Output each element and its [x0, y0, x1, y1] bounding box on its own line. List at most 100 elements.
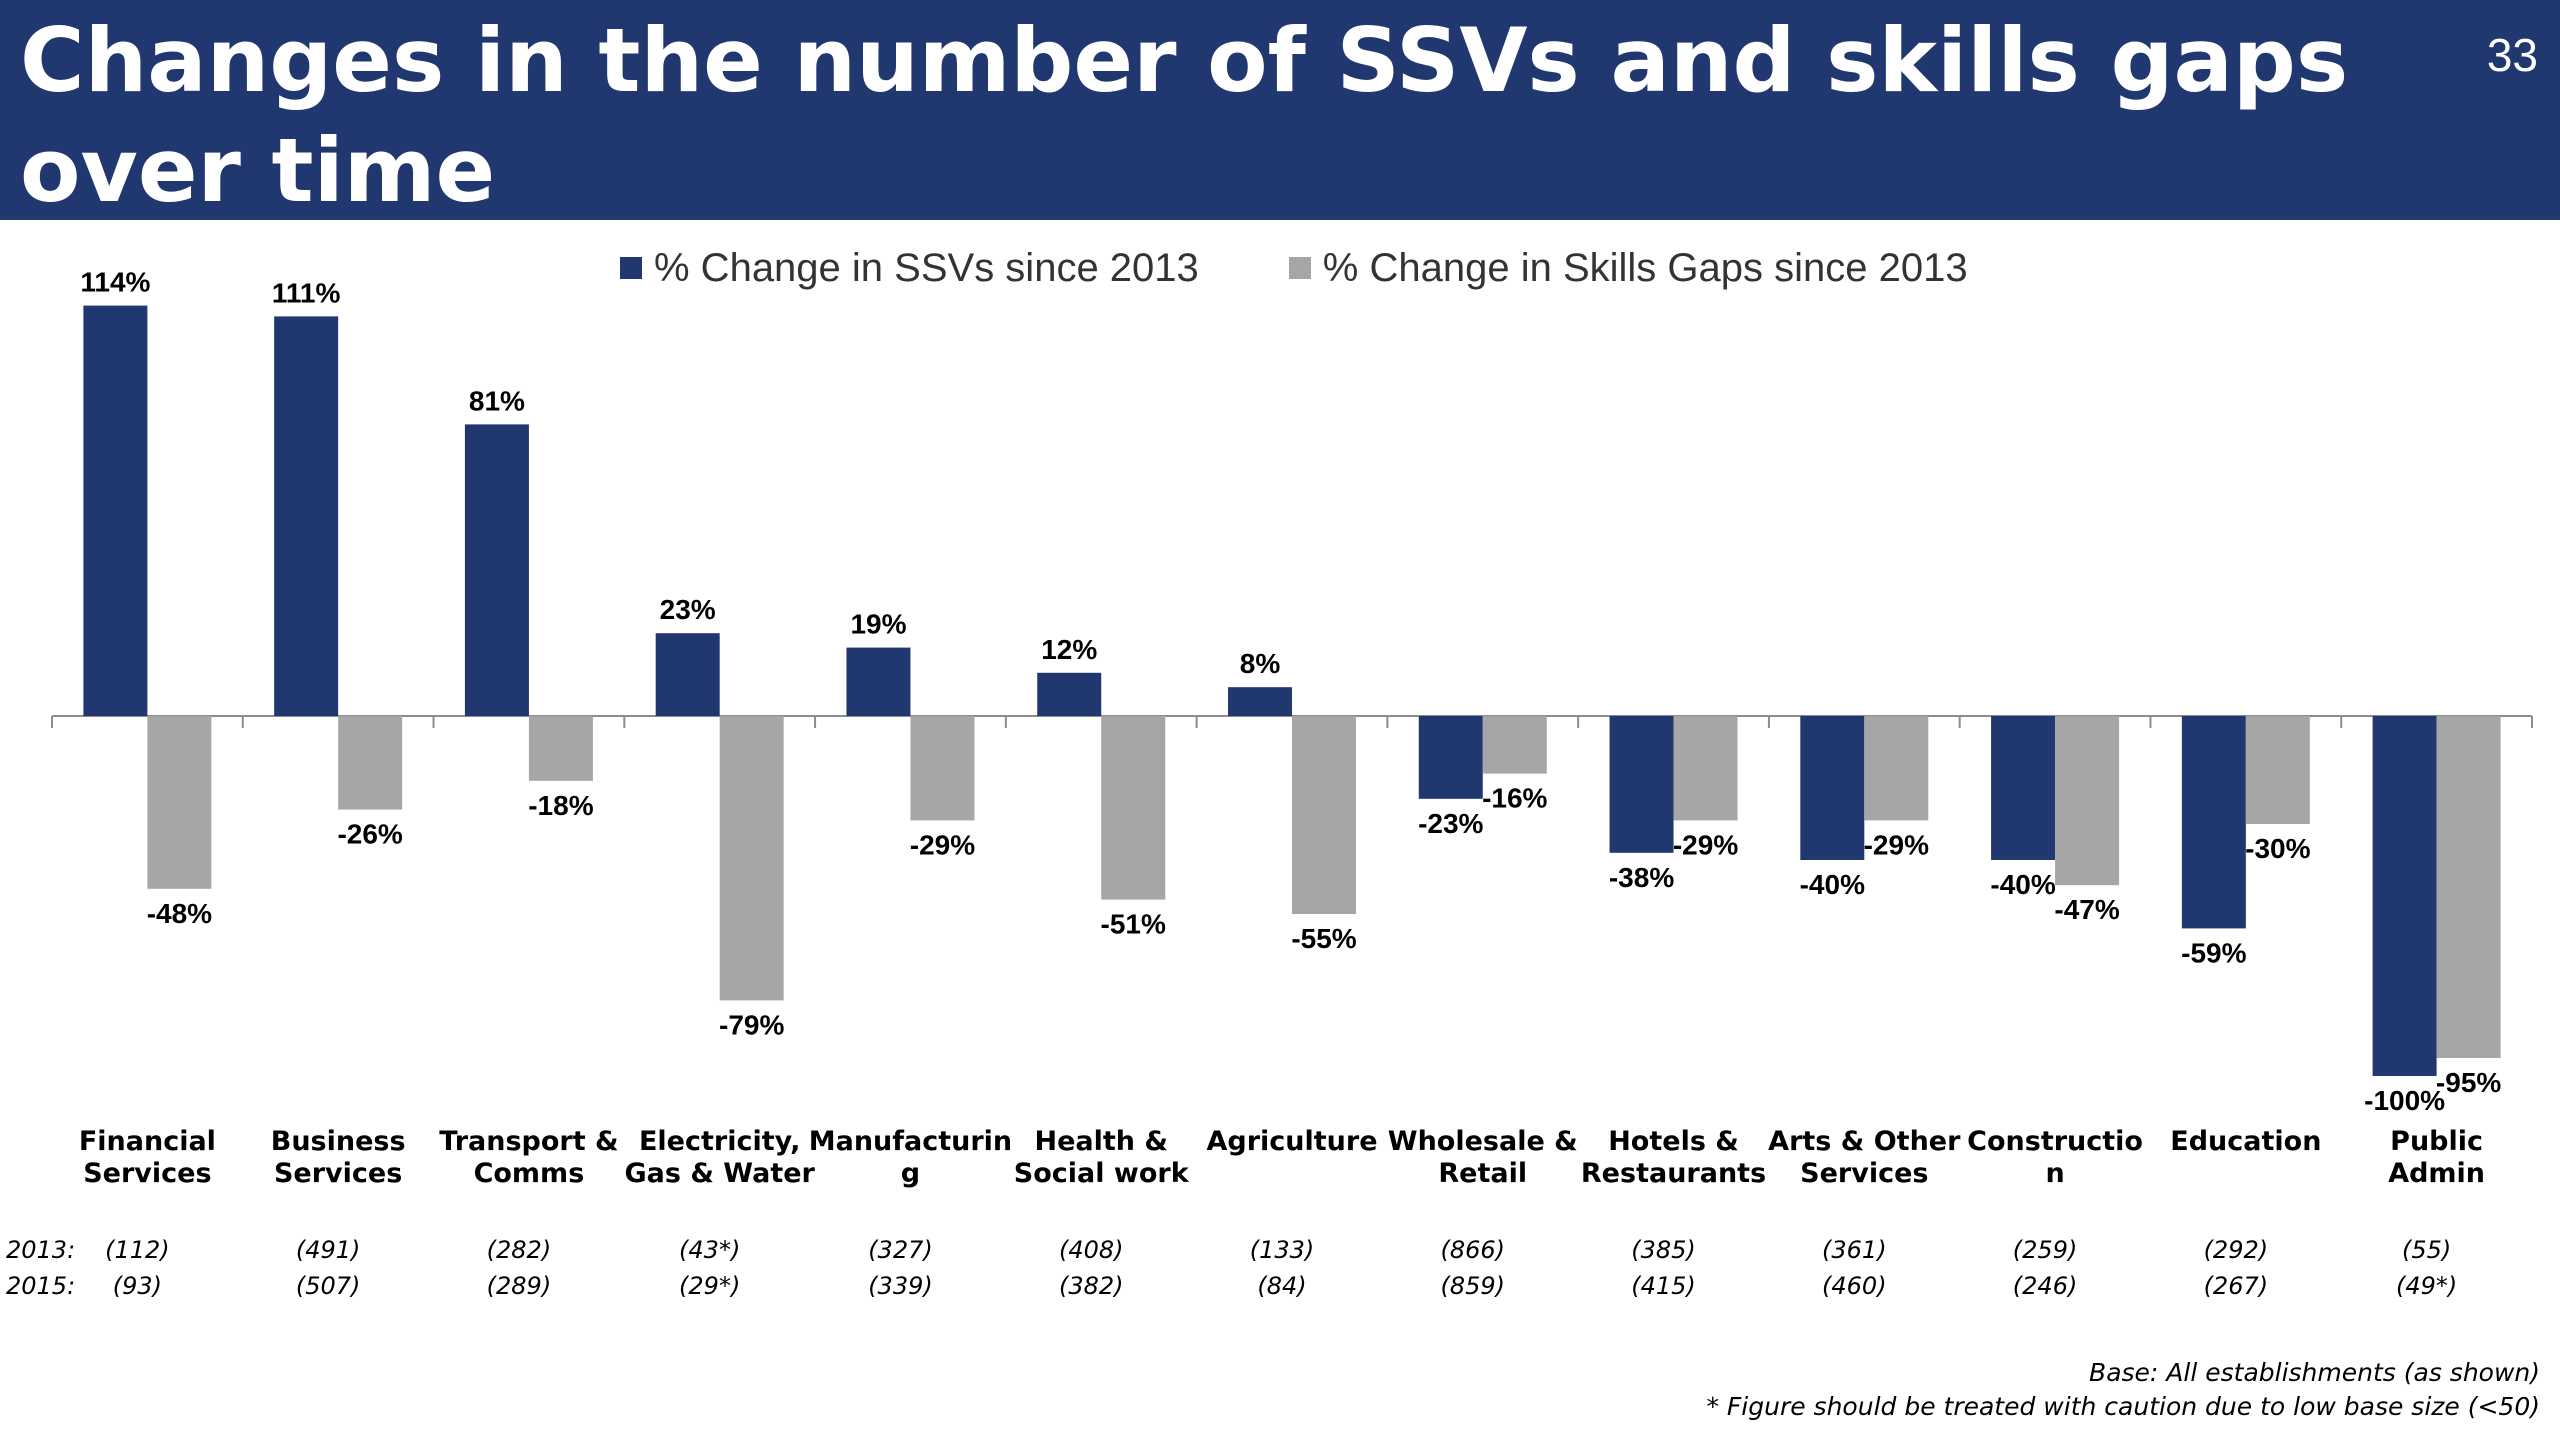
bar-skills-gap	[1101, 716, 1166, 900]
bar-ssv	[1609, 716, 1674, 853]
data-label-skills-gap: -55%	[1291, 923, 1356, 954]
title-bar: Changes in the number of SSVs and skills…	[0, 0, 2560, 222]
base-size-value: (43*)	[679, 1236, 740, 1264]
data-label-skills-gap: -47%	[2054, 894, 2119, 925]
bar-ssv	[1991, 716, 2056, 860]
page-title: Changes in the number of SSVs and skills…	[20, 9, 2349, 222]
category-label: Social work	[1014, 1158, 1190, 1189]
category-label: g	[901, 1158, 920, 1189]
base-size-value: (93)	[113, 1272, 162, 1300]
bar-skills-gap	[2436, 716, 2501, 1058]
category-label: Public	[2390, 1126, 2483, 1157]
category-label: Arts & Other	[1768, 1126, 1961, 1157]
bar-skills-gap	[147, 716, 212, 889]
base-size-value: (246)	[2013, 1272, 2078, 1300]
base-size-row-label: 2013:	[6, 1236, 75, 1264]
legend-item-skills-gaps: % Change in Skills Gaps since 2013	[1288, 246, 1968, 291]
bar-skills-gap	[910, 716, 975, 821]
bar-ssv	[1800, 716, 1865, 860]
base-size-value: (339)	[868, 1272, 933, 1300]
category-label: Transport &	[439, 1126, 618, 1157]
slide-number: 33	[2486, 29, 2538, 81]
category-label: Hotels &	[1608, 1126, 1739, 1157]
base-size-value: (460)	[1822, 1272, 1887, 1300]
category-label: Comms	[474, 1158, 585, 1189]
data-label-ssv: 19%	[850, 609, 906, 640]
category-label: Services	[83, 1158, 211, 1189]
data-label-ssv: -40%	[1990, 869, 2055, 900]
bar-ssv	[83, 305, 148, 716]
base-size-value: (859)	[1440, 1272, 1505, 1300]
bar-ssv	[1228, 687, 1292, 716]
bar-ssv	[274, 316, 339, 716]
bar-skills-gap	[2055, 716, 2120, 886]
category-label: Wholesale &	[1388, 1126, 1578, 1157]
base-size-value: (491)	[296, 1236, 361, 1264]
category-label: Health &	[1034, 1126, 1167, 1157]
data-label-ssv: -40%	[1800, 869, 1865, 900]
bar-skills-gap	[338, 716, 403, 810]
bar-skills-gap	[528, 716, 593, 781]
category-label: Retail	[1438, 1158, 1527, 1189]
data-label-ssv: 12%	[1041, 634, 1097, 665]
legend-swatch-ssv	[620, 257, 642, 279]
base-size-value: (84)	[1257, 1272, 1306, 1300]
bar-skills-gap	[719, 716, 784, 1001]
data-label-skills-gap: -79%	[719, 1009, 784, 1040]
data-label-ssv: 114%	[80, 267, 150, 298]
base-size-value: (49*)	[2396, 1272, 2457, 1300]
chart-legend: % Change in SSVs since 2013 % Change in …	[620, 240, 1968, 296]
base-size-value: (133)	[1250, 1236, 1315, 1264]
bar-ssv	[1037, 672, 1102, 716]
data-label-ssv: -59%	[2181, 937, 2246, 968]
base-size-row-label: 2015:	[6, 1272, 75, 1300]
bar-ssv	[655, 633, 720, 716]
category-label: Services	[1800, 1158, 1928, 1189]
category-label: Constructio	[1967, 1126, 2143, 1157]
data-label-skills-gap: -29%	[910, 829, 975, 860]
base-size-value: (259)	[2013, 1236, 2078, 1264]
base-size-value: (385)	[1631, 1236, 1696, 1264]
data-label-ssv: 81%	[469, 385, 525, 416]
data-label-skills-gap: -16%	[1482, 783, 1547, 814]
data-label-skills-gap: -51%	[1101, 909, 1166, 940]
category-label: Financial	[79, 1126, 216, 1157]
base-size-value: (112)	[105, 1236, 170, 1264]
base-size-value: (382)	[1059, 1272, 1124, 1300]
bar-skills-gap	[1864, 716, 1929, 821]
category-label: Restaurants	[1581, 1158, 1766, 1189]
data-label-skills-gap: -48%	[147, 898, 212, 929]
data-label-skills-gap: -26%	[337, 819, 402, 850]
bar-ssv	[2181, 716, 2246, 929]
bar-skills-gap	[1292, 716, 1356, 914]
category-label: Education	[2170, 1126, 2321, 1157]
footnote-base: Base: All establishments (as shown)	[2089, 1358, 2540, 1387]
bar-ssv	[2372, 716, 2437, 1076]
data-label-skills-gap: -29%	[1673, 829, 1738, 860]
bar-skills-gap	[1673, 716, 1738, 821]
data-label-skills-gap: -30%	[2245, 833, 2310, 864]
data-label-ssv: 111%	[272, 277, 341, 308]
bar-ssv	[1418, 716, 1483, 799]
base-size-value: (507)	[296, 1272, 361, 1300]
base-size-value: (289)	[487, 1272, 552, 1300]
base-size-value: (55)	[2402, 1236, 2451, 1264]
data-label-ssv: -38%	[1609, 862, 1674, 893]
category-label: Business	[271, 1126, 406, 1157]
data-label-ssv: 23%	[660, 594, 716, 625]
category-label: n	[2045, 1158, 2064, 1189]
legend-label-ssv: % Change in SSVs since 2013	[654, 245, 1199, 290]
category-label: Services	[274, 1158, 402, 1189]
category-label: Electricity,	[639, 1126, 800, 1157]
data-label-skills-gap: -18%	[528, 790, 593, 821]
base-size-value: (292)	[2204, 1236, 2269, 1264]
base-size-value: (282)	[487, 1236, 552, 1264]
bar-skills-gap	[2245, 716, 2310, 824]
bar-ssv	[846, 647, 911, 716]
category-label: Agriculture	[1206, 1126, 1377, 1157]
data-label-ssv: 8%	[1240, 648, 1281, 679]
base-size-value: (29*)	[679, 1272, 740, 1300]
data-label-skills-gap: -95%	[2436, 1067, 2501, 1098]
data-label-ssv: -100%	[2364, 1085, 2445, 1116]
base-size-value: (361)	[1822, 1236, 1887, 1264]
